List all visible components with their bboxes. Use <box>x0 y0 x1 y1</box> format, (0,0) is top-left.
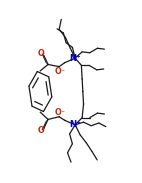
Text: O: O <box>38 49 45 58</box>
Text: N⁺: N⁺ <box>69 54 81 63</box>
Text: N⁺: N⁺ <box>69 120 81 129</box>
Text: O: O <box>38 126 45 135</box>
Text: O⁻: O⁻ <box>54 108 65 117</box>
Text: O⁻: O⁻ <box>54 67 65 76</box>
